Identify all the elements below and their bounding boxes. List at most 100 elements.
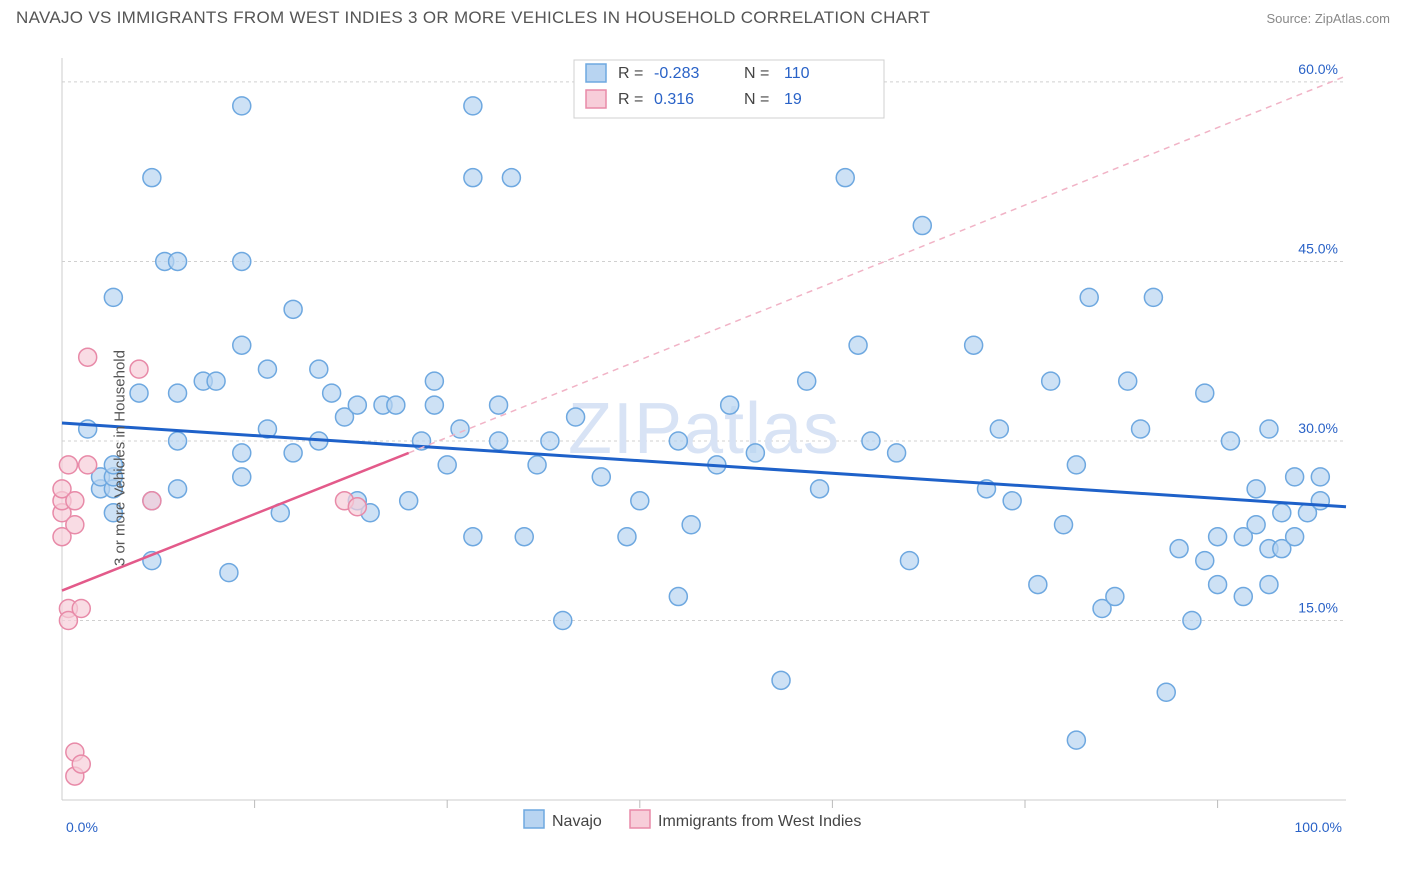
data-point-navajo — [669, 588, 687, 606]
data-point-navajo — [284, 444, 302, 462]
data-point-navajo — [772, 671, 790, 689]
legend-label: Immigrants from West Indies — [658, 813, 861, 830]
data-point-navajo — [1144, 288, 1162, 306]
data-point-navajo — [207, 372, 225, 390]
data-point-navajo — [425, 396, 443, 414]
data-point-navajo — [258, 360, 276, 378]
svg-text:60.0%: 60.0% — [1298, 61, 1338, 77]
data-point-west-indies — [143, 492, 161, 510]
data-point-navajo — [464, 97, 482, 115]
data-point-navajo — [1273, 504, 1291, 522]
data-point-navajo — [1067, 456, 1085, 474]
data-point-navajo — [233, 444, 251, 462]
data-point-navajo — [1260, 576, 1278, 594]
data-point-navajo — [1080, 288, 1098, 306]
svg-text:30.0%: 30.0% — [1298, 420, 1338, 436]
data-point-navajo — [1196, 552, 1214, 570]
data-point-navajo — [490, 432, 508, 450]
data-point-navajo — [528, 456, 546, 474]
data-point-navajo — [836, 169, 854, 187]
data-point-navajo — [1119, 372, 1137, 390]
data-point-navajo — [490, 396, 508, 414]
data-point-navajo — [541, 432, 559, 450]
svg-text:45.0%: 45.0% — [1298, 240, 1338, 256]
data-point-navajo — [1003, 492, 1021, 510]
data-point-west-indies — [79, 348, 97, 366]
data-point-navajo — [79, 420, 97, 438]
source-attribution: Source: ZipAtlas.com — [1266, 11, 1390, 26]
svg-text:0.0%: 0.0% — [66, 819, 98, 835]
data-point-west-indies — [72, 755, 90, 773]
data-point-navajo — [1157, 683, 1175, 701]
data-point-navajo — [888, 444, 906, 462]
data-point-navajo — [900, 552, 918, 570]
data-point-navajo — [862, 432, 880, 450]
data-point-navajo — [1221, 432, 1239, 450]
data-point-navajo — [104, 288, 122, 306]
data-point-navajo — [811, 480, 829, 498]
data-point-navajo — [464, 528, 482, 546]
legend-swatch — [630, 810, 650, 828]
svg-text:R =: R = — [618, 91, 643, 108]
data-point-west-indies — [72, 600, 90, 618]
data-point-navajo — [464, 169, 482, 187]
data-point-navajo — [233, 97, 251, 115]
data-point-navajo — [631, 492, 649, 510]
svg-text:0.316: 0.316 — [654, 91, 694, 108]
data-point-navajo — [618, 528, 636, 546]
data-point-navajo — [284, 300, 302, 318]
data-point-navajo — [567, 408, 585, 426]
data-point-navajo — [233, 468, 251, 486]
data-point-navajo — [143, 169, 161, 187]
svg-text:N =: N = — [744, 65, 769, 82]
data-point-navajo — [233, 252, 251, 270]
data-point-navajo — [515, 528, 533, 546]
data-point-navajo — [1286, 468, 1304, 486]
data-point-navajo — [1234, 588, 1252, 606]
data-point-navajo — [1183, 611, 1201, 629]
data-point-navajo — [1260, 420, 1278, 438]
data-point-navajo — [387, 396, 405, 414]
data-point-west-indies — [66, 516, 84, 534]
data-point-navajo — [798, 372, 816, 390]
data-point-navajo — [502, 169, 520, 187]
data-point-navajo — [233, 336, 251, 354]
data-point-navajo — [169, 480, 187, 498]
data-point-navajo — [220, 564, 238, 582]
data-point-navajo — [323, 384, 341, 402]
svg-text:100.0%: 100.0% — [1295, 819, 1342, 835]
svg-text:-0.283: -0.283 — [654, 65, 699, 82]
data-point-navajo — [1055, 516, 1073, 534]
data-point-west-indies — [66, 492, 84, 510]
svg-text:ZIPatlas: ZIPatlas — [568, 389, 840, 469]
legend-swatch — [586, 90, 606, 108]
svg-text:19: 19 — [784, 91, 802, 108]
data-point-navajo — [913, 217, 931, 235]
data-point-navajo — [669, 432, 687, 450]
data-point-west-indies — [59, 456, 77, 474]
data-point-west-indies — [348, 498, 366, 516]
data-point-navajo — [348, 396, 366, 414]
data-point-navajo — [1106, 588, 1124, 606]
data-point-navajo — [554, 611, 572, 629]
data-point-navajo — [130, 384, 148, 402]
data-point-navajo — [682, 516, 700, 534]
page-title: NAVAJO VS IMMIGRANTS FROM WEST INDIES 3 … — [16, 8, 930, 28]
data-point-navajo — [169, 252, 187, 270]
data-point-navajo — [1132, 420, 1150, 438]
data-point-navajo — [400, 492, 418, 510]
data-point-navajo — [849, 336, 867, 354]
svg-text:110: 110 — [784, 65, 810, 82]
data-point-navajo — [1247, 516, 1265, 534]
data-point-navajo — [1209, 576, 1227, 594]
data-point-navajo — [1170, 540, 1188, 558]
data-point-navajo — [438, 456, 456, 474]
data-point-navajo — [746, 444, 764, 462]
data-point-west-indies — [79, 456, 97, 474]
svg-text:R =: R = — [618, 65, 643, 82]
data-point-navajo — [721, 396, 739, 414]
data-point-navajo — [1311, 468, 1329, 486]
svg-text:15.0%: 15.0% — [1298, 599, 1338, 615]
data-point-navajo — [169, 432, 187, 450]
data-point-navajo — [169, 384, 187, 402]
